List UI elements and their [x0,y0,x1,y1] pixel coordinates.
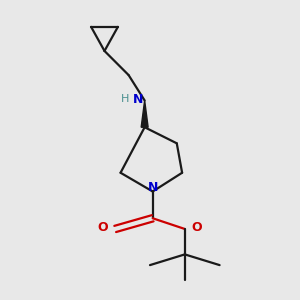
Polygon shape [141,100,148,127]
Text: O: O [191,221,202,234]
Text: O: O [98,221,109,234]
Text: N: N [133,93,143,106]
Text: H: H [120,94,129,104]
Text: N: N [148,181,158,194]
